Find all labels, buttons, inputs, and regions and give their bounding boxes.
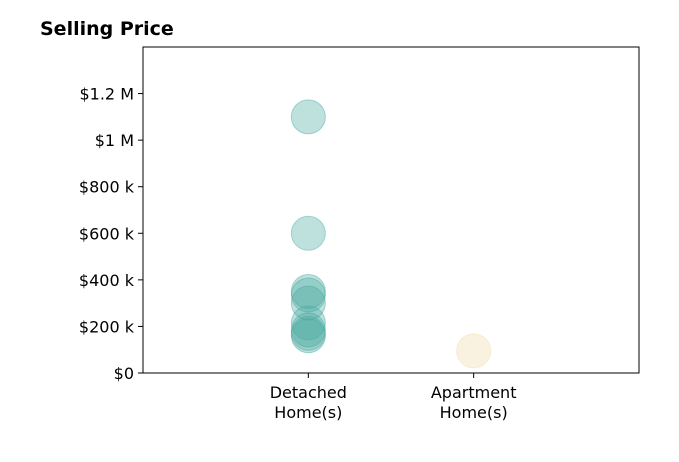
data-point bbox=[290, 99, 326, 135]
data-point bbox=[456, 333, 492, 369]
data-points bbox=[290, 99, 492, 369]
plot-area-frame bbox=[142, 46, 640, 374]
data-point bbox=[290, 274, 326, 309]
y-axis: $0 $200 k $400 k $600 k $800 k $1 M $1.2 M bbox=[79, 85, 143, 383]
data-point bbox=[290, 305, 326, 341]
y-tick-label: $400 k bbox=[79, 271, 135, 290]
data-point bbox=[290, 215, 326, 251]
y-tick-label: $0 bbox=[114, 364, 134, 383]
data-point bbox=[290, 318, 326, 354]
y-tick-label: $200 k bbox=[79, 317, 135, 336]
y-tick-label: $1 M bbox=[95, 131, 134, 150]
y-tick-label: $800 k bbox=[79, 178, 135, 197]
data-point bbox=[290, 285, 326, 321]
y-tick-label: $600 k bbox=[79, 224, 135, 243]
x-tick-label: Detached Home(s) bbox=[270, 383, 347, 422]
x-axis: Detached Home(s) Apartment Home(s) bbox=[270, 373, 517, 422]
x-tick-label: Apartment Home(s) bbox=[431, 383, 517, 422]
y-tick-label: $1.2 M bbox=[79, 85, 134, 104]
data-point bbox=[290, 315, 326, 351]
data-point bbox=[290, 312, 326, 348]
chart-title: Selling Price bbox=[40, 18, 174, 40]
data-point bbox=[290, 277, 326, 313]
